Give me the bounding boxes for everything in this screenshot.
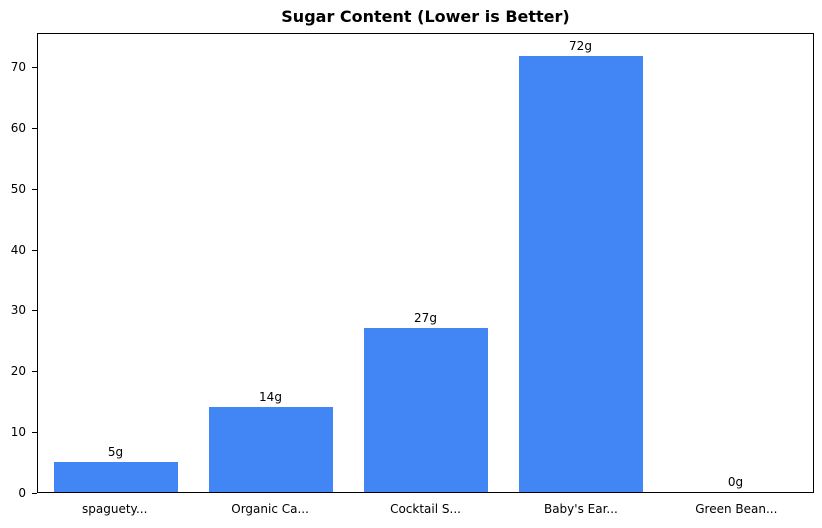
bar-slot: 72g (503, 34, 658, 492)
y-tick-label: 50 (10, 181, 26, 196)
bar (518, 55, 643, 492)
y-tick-label: 30 (10, 303, 26, 318)
bar-slot: 5g (38, 34, 193, 492)
bar-value-label: 0g (727, 475, 744, 489)
bar-value-label: 14g (259, 390, 282, 405)
bar (363, 328, 488, 492)
y-tick-label: 0 (18, 486, 26, 500)
bar-slot: 0g (658, 34, 813, 492)
plot-area: 5g 14g 27g 72g 0g (37, 33, 814, 493)
y-tick-label: 40 (10, 242, 26, 257)
x-axis: spaguety... Organic Ca... Cocktail S... Bab… (37, 500, 814, 520)
y-tick-label: 60 (10, 120, 26, 135)
y-tick-mark (32, 310, 37, 312)
x-tick-label: spaguety... (82, 502, 148, 516)
y-tick-label: 10 (10, 425, 26, 440)
y-tick-mark (32, 188, 37, 190)
bar-value-label: 27g (414, 311, 437, 326)
bar-value-label: 5g (107, 444, 124, 459)
x-tick-label: Green Bean... (695, 502, 778, 516)
bar (53, 461, 178, 492)
y-tick-label: 20 (10, 364, 26, 379)
bars: 5g 14g 27g 72g 0g (38, 34, 813, 492)
y-tick-mark (32, 371, 37, 373)
y-tick-mark (32, 249, 37, 251)
y-tick-mark (32, 493, 37, 494)
y-tick-mark (32, 432, 37, 434)
bar-slot: 27g (348, 34, 503, 492)
x-tick-label: Baby's Ear... (543, 502, 618, 516)
bar (208, 407, 333, 492)
chart-title: Sugar Content (Lower is Better) (281, 7, 570, 26)
y-tick-label: 70 (10, 60, 26, 75)
y-tick-mark (32, 127, 37, 129)
bar-value-label: 72g (569, 38, 592, 53)
y-axis: 0 10 20 30 40 50 60 70 (0, 33, 37, 500)
x-tick-label: Cocktail S... (390, 502, 461, 516)
y-tick-mark (32, 67, 37, 69)
x-tick-label: Organic Ca... (231, 502, 309, 516)
bar-slot: 14g (193, 34, 348, 492)
